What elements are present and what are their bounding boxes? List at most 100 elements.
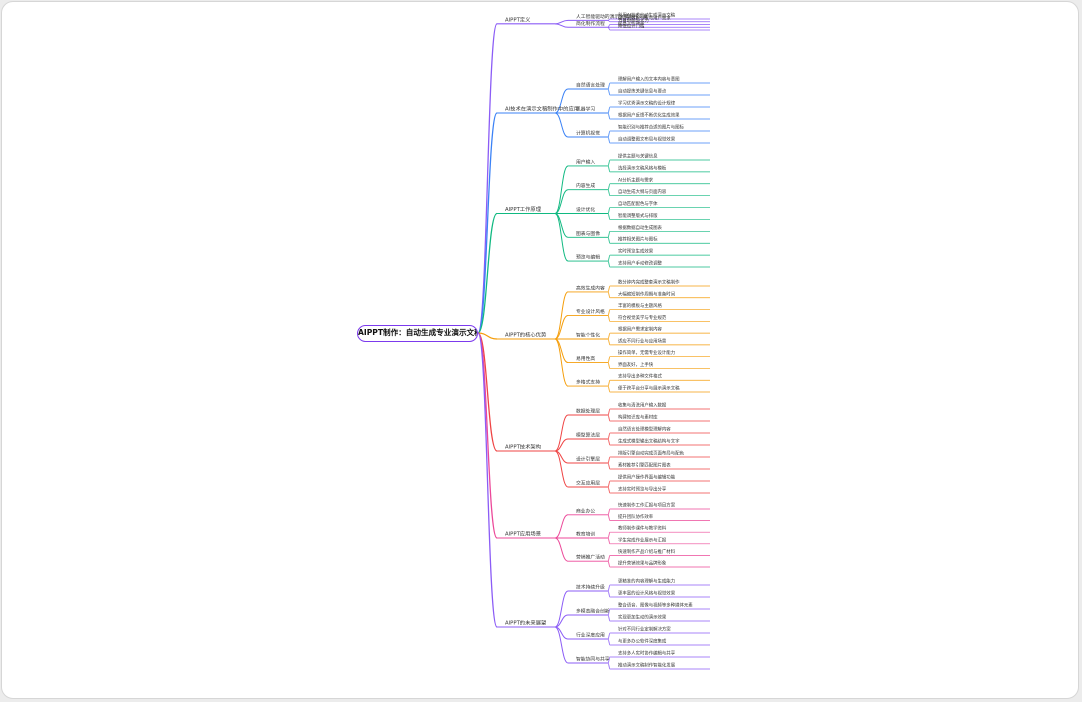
leaf-node[interactable]: 快速制作产品介绍与推广材料 <box>618 548 676 555</box>
leaf-node[interactable]: 数分钟内完成整套演示文稿制作 <box>618 279 680 286</box>
leaf-node[interactable]: 整合语音、图像与视频等多种媒体元素 <box>618 602 693 609</box>
subtopic-node[interactable]: 智能个性化 <box>576 332 600 339</box>
leaf-node[interactable]: 支持实时预览与导出分享 <box>618 486 667 493</box>
leaf-node[interactable]: 学生完成作业展示与汇报 <box>618 536 667 543</box>
subtopic-node[interactable]: 智能协同与共享 <box>576 656 610 663</box>
subtopic-node[interactable]: 多模态融合创新 <box>576 608 610 615</box>
leaf-node[interactable]: 针对不同行业定制解决方案 <box>618 626 671 633</box>
leaf-connector <box>607 385 611 393</box>
leaf-node[interactable]: 自动提炼关键信息与要点 <box>618 88 667 95</box>
leaf-node[interactable]: 与更多办公软件深度集成 <box>618 638 667 645</box>
leaf-node[interactable]: 提高工作效率 <box>618 20 645 27</box>
leaf-connector <box>607 207 611 214</box>
leaf-connector <box>607 560 611 568</box>
subtopic-node[interactable]: 机器学习 <box>576 106 595 113</box>
subtopic-node[interactable]: 模型算法层 <box>576 432 600 439</box>
leaf-node[interactable]: 快速制作工作汇报与项目方案 <box>618 502 676 509</box>
branch-node[interactable]: AIPPT定义 <box>505 15 531 23</box>
branch-node[interactable]: AIPPT的未来展望 <box>505 619 546 627</box>
leaf-node[interactable]: 自动匹配配色与字体 <box>618 200 658 207</box>
branch-node[interactable]: AIPPT应用场景 <box>505 530 541 538</box>
leaf-node[interactable]: 大幅缩短制作周期与准备时间 <box>618 290 675 297</box>
leaf-node[interactable]: 收集与清洗用户输入数据 <box>618 402 667 409</box>
branch-connector <box>477 332 498 628</box>
leaf-node[interactable]: 推荐相关图片与图标 <box>618 236 658 243</box>
subtopic-connector <box>554 165 569 214</box>
subtopic-node[interactable]: 教育培训 <box>576 531 595 538</box>
subtopic-node[interactable]: 营销推广活动 <box>576 554 605 561</box>
leaf-node[interactable]: 推动演示文稿制作智能化发展 <box>618 662 676 669</box>
leaf-node[interactable]: 支持多人实时协作编辑与共享 <box>618 650 676 657</box>
leaf-node[interactable]: 自动调整图文布局与视觉效果 <box>618 136 676 143</box>
leaf-node[interactable]: 结合大数据分析与用户需求 <box>618 14 671 21</box>
root-node[interactable]: AIPPT制作：自动生成专业演示文稿 <box>357 325 478 342</box>
leaf-node[interactable]: 符合视觉美学与专业规范 <box>618 314 667 321</box>
leaf-node[interactable]: 操作简单，无需专业设计能力 <box>618 349 675 356</box>
subtopic-node[interactable]: 行业深度应用 <box>576 632 605 639</box>
subtopic-node[interactable]: 设计优化 <box>576 206 595 213</box>
subtopic-connector <box>554 590 569 628</box>
leaf-node[interactable]: 智能调整版式与排版 <box>618 212 658 219</box>
subtopic-node[interactable]: 多格式支持 <box>576 379 600 386</box>
leaf-node[interactable]: 更丰富的设计风格与视觉效果 <box>618 590 676 597</box>
leaf-node[interactable]: 理解用户输入的文本内容与意图 <box>618 76 680 83</box>
leaf-node[interactable]: 利用AI技术自动生成演示文稿 <box>618 12 676 19</box>
leaf-node[interactable]: 自动生成大纲与页面内容 <box>618 188 667 195</box>
leaf-node[interactable]: 教师制作课件与教学资料 <box>618 525 667 532</box>
subtopic-node[interactable]: 预览与编辑 <box>576 254 600 261</box>
leaf-node[interactable]: 提供用户操作界面与编辑功能 <box>618 474 676 481</box>
leaf-node[interactable]: 根据用户需求定制内容 <box>618 326 663 333</box>
leaf-connector <box>607 136 611 144</box>
subtopic-connector <box>554 338 569 387</box>
leaf-node[interactable]: 支持用户手动修改调整 <box>618 260 663 267</box>
leaf-node[interactable]: 根据用户反馈不断优化生成效果 <box>618 112 680 119</box>
branch-node[interactable]: AIPPT技术架构 <box>505 443 541 451</box>
leaf-node[interactable]: 排版引擎自动完成页面布局与配色 <box>618 450 684 457</box>
leaf-node[interactable]: 提升团队协作效率 <box>618 513 654 520</box>
subtopic-node[interactable]: 人工智能驱动的演示文稿制作工具 <box>576 13 648 20</box>
leaf-node[interactable]: 丰富的模板与主题风格 <box>618 302 663 309</box>
subtopic-connector <box>554 514 569 539</box>
subtopic-node[interactable]: 简化制作流程 <box>576 20 605 27</box>
subtopic-node[interactable]: 数据处理层 <box>576 408 600 415</box>
leaf-node[interactable]: 实时预览生成效果 <box>618 248 654 255</box>
leaf-node[interactable]: 智能识别与推荐合适的图片与图标 <box>618 124 684 131</box>
subtopic-node[interactable]: 自然语言处理 <box>576 82 605 89</box>
leaf-node[interactable]: 节省时间与人力 <box>618 17 649 24</box>
leaf-node[interactable]: 降低设计门槛 <box>618 23 645 30</box>
leaf-node[interactable]: 自然语言处理模型理解内容 <box>618 426 671 433</box>
subtopic-node[interactable]: 交互应用层 <box>576 480 600 487</box>
subtopic-node[interactable]: 用户输入 <box>576 158 595 165</box>
leaf-node[interactable]: 支持导出多种文件格式 <box>618 373 663 380</box>
leaf-node[interactable]: 提供主题与关键信息 <box>618 153 658 160</box>
subtopic-node[interactable]: 设计引擎层 <box>576 456 600 463</box>
leaf-connector <box>607 183 611 191</box>
subtopic-node[interactable]: 技术持续升级 <box>576 584 605 591</box>
subtopic-node[interactable]: 易用性高 <box>576 355 595 362</box>
branch-connector <box>477 332 498 452</box>
leaf-node[interactable]: 便于跨平台分享与展示演示文稿 <box>618 385 680 392</box>
leaf-node[interactable]: 实现更加生动的演示效果 <box>618 614 667 621</box>
leaf-node[interactable]: 学习优秀演示文稿的设计规律 <box>618 100 676 107</box>
leaf-connector <box>607 379 611 387</box>
leaf-node[interactable]: 提升营销效果与品牌形象 <box>618 560 667 567</box>
branch-node[interactable]: AI技术在演示文稿制作中的应用 <box>505 105 579 113</box>
leaf-node[interactable]: 界面友好，上手快 <box>618 361 654 368</box>
leaf-connector <box>607 632 611 640</box>
branch-node[interactable]: AIPPT工作原理 <box>505 205 542 213</box>
leaf-node[interactable]: 构建知识库与素材库 <box>618 414 658 421</box>
leaf-node[interactable]: 生成式模型输出文稿结构与文字 <box>618 438 680 445</box>
leaf-node[interactable]: 素材推荐引擎匹配图片图表 <box>618 462 671 469</box>
leaf-node[interactable]: AI分析主题与需求 <box>618 176 654 183</box>
leaf-node[interactable]: 适应不同行业与应用场景 <box>618 337 667 344</box>
subtopic-node[interactable]: 图表与图像 <box>576 230 600 237</box>
branch-node[interactable]: AIPPT的核心优势 <box>505 331 547 339</box>
subtopic-node[interactable]: 计算机视觉 <box>576 130 600 137</box>
leaf-node[interactable]: 根据数据自动生成图表 <box>618 224 663 231</box>
leaf-node[interactable]: 更精准的内容理解与生成能力 <box>618 578 675 585</box>
leaf-node[interactable]: 选择演示文稿风格与模板 <box>618 164 667 171</box>
subtopic-node[interactable]: 高效生成内容 <box>576 284 605 291</box>
subtopic-node[interactable]: 商业办公 <box>576 507 595 514</box>
subtopic-node[interactable]: 内容生成 <box>576 182 595 189</box>
subtopic-node[interactable]: 专业设计风格 <box>576 308 605 315</box>
